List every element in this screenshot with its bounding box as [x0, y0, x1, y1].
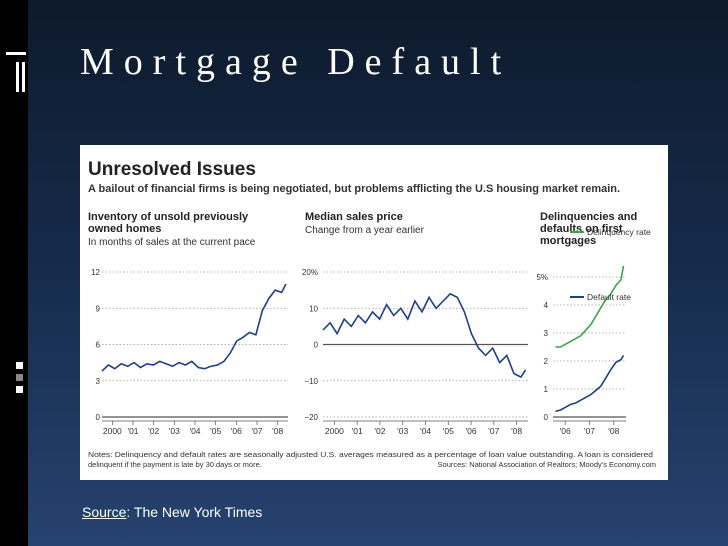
chart3-x-tick-label: '08	[608, 426, 619, 436]
source-credit: Source: The New York Times	[82, 504, 262, 520]
source-text: : The New York Times	[126, 504, 263, 520]
chart2-x-tick-label: '05	[443, 426, 454, 436]
chart3-y-tick-label: 0	[544, 413, 549, 422]
chart1-x-tick-label: '01	[127, 426, 138, 436]
chart1-x-tick-label: '08	[272, 426, 283, 436]
chart2-y-tick-label: −20	[304, 413, 318, 422]
figure-sources: Sources: National Association of Realtor…	[438, 460, 656, 469]
corner-decoration-square	[16, 386, 23, 393]
chart2-x-tick-label: '07	[488, 426, 499, 436]
chart3-legend-label: Delinquency rate	[587, 227, 651, 237]
chart2-y-tick-label: 0	[314, 341, 319, 350]
chart-figure: Unresolved Issues A bailout of financial…	[88, 159, 656, 469]
chart3-title: mortgages	[540, 235, 596, 247]
corner-decoration-square	[16, 374, 23, 381]
chart-figure-panel: Unresolved Issues A bailout of financial…	[80, 145, 668, 480]
chart1-title: owned homes	[88, 223, 161, 235]
figure-subheadline: A bailout of financial firms is being ne…	[88, 183, 620, 195]
corner-decoration-bar	[16, 62, 19, 92]
chart1-x-tick-label: '03	[169, 426, 180, 436]
chart2-x-tick-label: '08	[511, 426, 522, 436]
chart3-x-tick-label: '07	[584, 426, 595, 436]
chart2-y-tick-label: 10	[309, 304, 318, 313]
chart2-subtitle: Change from a year earlier	[305, 225, 425, 236]
chart2-x-tick-label: '06	[466, 426, 477, 436]
chart1-y-tick-label: 9	[96, 304, 101, 313]
chart1-x-tick-label: '05	[210, 426, 221, 436]
chart1-y-tick-label: 6	[96, 341, 101, 350]
slide-title: Mortgage Default	[80, 41, 512, 83]
chart1-x-tick-label: '07	[251, 426, 262, 436]
chart1-x-tick-label: 2000	[103, 426, 122, 436]
chart2-x-tick-label: '02	[374, 426, 385, 436]
chart3-title: Delinquencies and	[540, 211, 637, 223]
chart1-x-tick-label: '02	[148, 426, 159, 436]
figure-headline: Unresolved Issues	[88, 159, 256, 180]
chart3-series-line-delinquency-rate	[555, 265, 625, 348]
chart1-y-tick-label: 0	[96, 413, 101, 422]
corner-decoration-bar	[22, 62, 25, 92]
chart3-y-tick-label: 1	[544, 385, 549, 394]
chart1-y-tick-label: 3	[96, 377, 101, 386]
figure-notes-line1: Notes: Delinquency and default rates are…	[88, 450, 653, 459]
corner-decoration-bar	[6, 52, 26, 55]
chart3-x-tick-label: '06	[560, 426, 571, 436]
chart3-series-line-default-rate	[555, 354, 625, 413]
chart2-y-tick-label: −10	[304, 377, 318, 386]
chart1-subtitle: In months of sales at the current pace	[88, 237, 256, 248]
chart2-x-tick-label: '01	[352, 426, 363, 436]
chart1-title: Inventory of unsold previously	[88, 211, 249, 223]
chart3-y-tick-label: 3	[544, 329, 549, 338]
chart1-x-tick-label: '06	[231, 426, 242, 436]
figure-notes-line2: delinquent if the payment is late by 30 …	[88, 460, 262, 469]
chart3-y-tick-label: 4	[544, 301, 549, 310]
chart2-x-tick-label: '03	[397, 426, 408, 436]
chart2-y-tick-label: 20%	[302, 268, 318, 277]
chart3-y-tick-label: 5%	[536, 273, 548, 282]
chart2-series-line-main	[322, 292, 527, 379]
chart2-title: Median sales price	[305, 211, 403, 223]
chart2-x-tick-label: 2000	[325, 426, 344, 436]
chart2-x-tick-label: '04	[420, 426, 431, 436]
chart3-legend-label: Default rate	[587, 292, 631, 302]
chart1-y-tick-label: 12	[91, 268, 100, 277]
chart1-series-line-main	[101, 283, 287, 372]
chart3-title: defaults on first	[540, 223, 623, 235]
corner-decoration-square	[16, 362, 23, 369]
chart1-x-tick-label: '04	[189, 426, 200, 436]
chart3-y-tick-label: 2	[544, 357, 549, 366]
source-link[interactable]: Source	[82, 504, 127, 520]
